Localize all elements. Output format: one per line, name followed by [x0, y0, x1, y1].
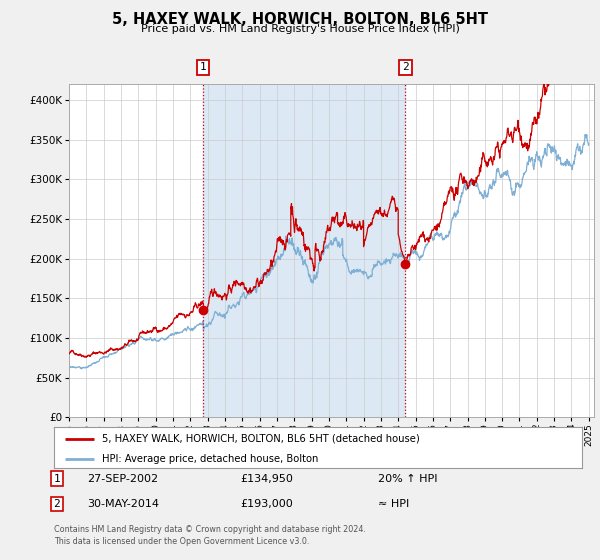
Text: £134,950: £134,950 [240, 474, 293, 484]
Text: 1: 1 [200, 62, 206, 72]
Text: £193,000: £193,000 [240, 499, 293, 509]
Text: Contains HM Land Registry data © Crown copyright and database right 2024.: Contains HM Land Registry data © Crown c… [54, 525, 366, 534]
Text: 2: 2 [53, 499, 61, 509]
Text: This data is licensed under the Open Government Licence v3.0.: This data is licensed under the Open Gov… [54, 537, 310, 546]
Text: 2: 2 [402, 62, 409, 72]
Text: 5, HAXEY WALK, HORWICH, BOLTON, BL6 5HT: 5, HAXEY WALK, HORWICH, BOLTON, BL6 5HT [112, 12, 488, 27]
Text: 20% ↑ HPI: 20% ↑ HPI [378, 474, 437, 484]
Text: 5, HAXEY WALK, HORWICH, BOLTON, BL6 5HT (detached house): 5, HAXEY WALK, HORWICH, BOLTON, BL6 5HT … [101, 433, 419, 444]
Bar [203, 84, 406, 417]
Text: 30-MAY-2014: 30-MAY-2014 [87, 499, 159, 509]
Text: HPI: Average price, detached house, Bolton: HPI: Average price, detached house, Bolt… [101, 454, 318, 464]
Text: 1: 1 [53, 474, 61, 484]
Text: Price paid vs. HM Land Registry's House Price Index (HPI): Price paid vs. HM Land Registry's House … [140, 24, 460, 34]
Text: ≈ HPI: ≈ HPI [378, 499, 409, 509]
Text: 27-SEP-2002: 27-SEP-2002 [87, 474, 158, 484]
